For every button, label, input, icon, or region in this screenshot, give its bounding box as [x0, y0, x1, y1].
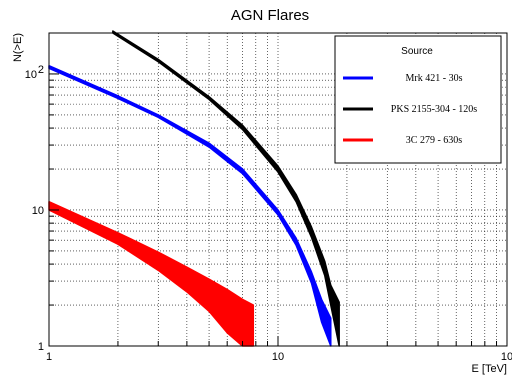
y-axis-label: N(>E)	[12, 33, 24, 62]
series-band-0	[48, 64, 332, 347]
legend: Source Mrk 421 - 30s PKS 2155-304 - 120s 3…	[334, 35, 502, 164]
legend-title: Source	[401, 46, 433, 57]
y-tick-label: 1	[38, 341, 44, 353]
chart-title: AGN Flares	[231, 7, 309, 24]
y-tick-label: 10	[32, 205, 44, 217]
x-tick-label: 10	[501, 351, 512, 363]
series-bands	[48, 30, 340, 347]
y-tick-label-exponent: 2	[38, 64, 44, 76]
x-tick-label: 10	[272, 351, 284, 363]
x-axis-label: E [TeV]	[472, 363, 507, 375]
x-tick-label: 1	[46, 351, 52, 363]
legend-label: 3C 279 - 630s	[406, 135, 463, 146]
axis-ticks	[48, 32, 508, 347]
y-tick-label: 10	[25, 69, 37, 81]
legend-box	[334, 35, 502, 164]
legend-label: Mrk 421 - 30s	[406, 73, 463, 84]
legend-label: PKS 2155-304 - 120s	[391, 104, 478, 115]
